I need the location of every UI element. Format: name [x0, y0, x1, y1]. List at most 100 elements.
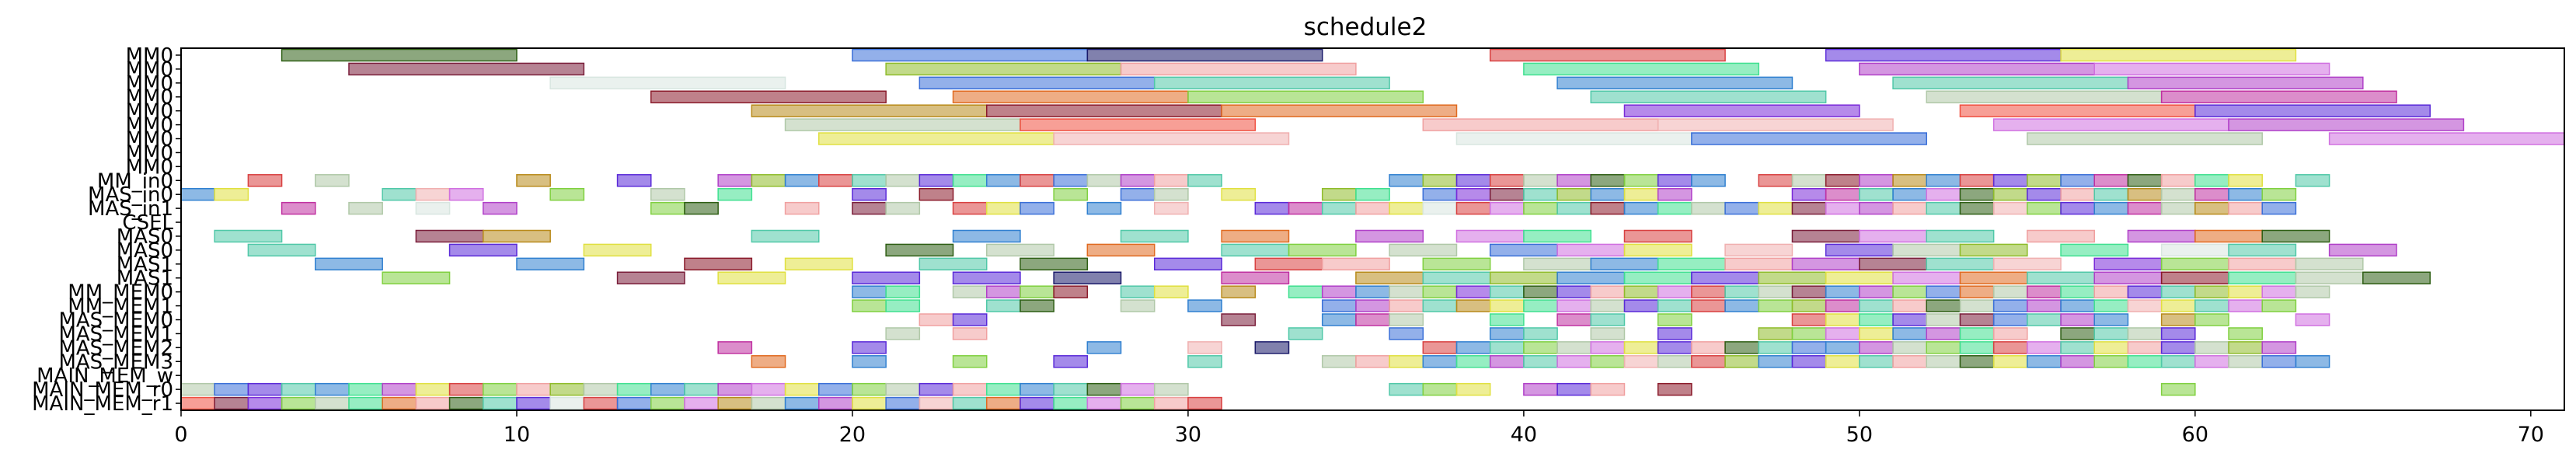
- task-bar: [2027, 285, 2062, 298]
- task-bar: [1590, 313, 1626, 326]
- task-bar: [1825, 313, 1860, 326]
- task-bar: [1455, 132, 1692, 145]
- task-bar: [1892, 76, 2129, 90]
- task-bar: [2027, 201, 2062, 215]
- task-bar: [1556, 76, 1793, 90]
- task-bar: [1657, 118, 1894, 131]
- task-bar: [1959, 299, 1995, 312]
- task-bar: [1153, 187, 1189, 201]
- task-bar: [2194, 355, 2229, 368]
- task-bar: [1825, 285, 1860, 298]
- task-bar: [549, 382, 585, 396]
- task-bar: [1187, 90, 1424, 103]
- task-bar: [2194, 229, 2263, 243]
- y-tick-label: MM0: [126, 72, 173, 96]
- task-bar: [650, 201, 685, 215]
- task-bar: [2228, 187, 2263, 201]
- task-bar: [1892, 355, 1928, 368]
- task-bar: [1892, 174, 1928, 187]
- task-bar: [1489, 174, 1525, 187]
- task-bar: [1053, 174, 1089, 187]
- task-bar: [1926, 187, 1961, 201]
- task-bar: [1523, 341, 1558, 354]
- task-bar: [1288, 327, 1323, 340]
- task-bar: [2328, 243, 2397, 257]
- task-bar: [1859, 355, 1894, 368]
- task-bar: [1691, 355, 1726, 368]
- task-bar: [2160, 90, 2397, 103]
- task-bar: [1120, 382, 1156, 396]
- task-bar: [1959, 341, 1995, 354]
- task-bar: [1053, 271, 1122, 284]
- task-bar: [1389, 285, 1424, 298]
- task-bar: [852, 187, 887, 201]
- task-bar: [2093, 62, 2330, 76]
- x-tick-label: 40: [1511, 423, 1537, 447]
- task-bar: [1523, 187, 1558, 201]
- task-bar: [2127, 76, 2364, 90]
- task-bar: [1926, 90, 2163, 103]
- task-bar: [919, 187, 954, 201]
- task-bar: [1791, 355, 1827, 368]
- task-bar: [1825, 341, 1860, 354]
- task-bar: [348, 62, 585, 76]
- task-bar: [2127, 201, 2163, 215]
- task-bar: [2160, 355, 2196, 368]
- task-bar: [214, 229, 283, 243]
- task-bar: [1086, 243, 1156, 257]
- task-bar: [1389, 382, 1424, 396]
- task-bar: [1221, 271, 1290, 284]
- task-bar: [684, 257, 753, 271]
- task-bar: [1556, 187, 1592, 201]
- task-bar: [616, 271, 685, 284]
- task-bar: [1254, 201, 1290, 215]
- x-tick-label: 0: [174, 423, 187, 447]
- task-bar: [2060, 201, 2095, 215]
- task-bar: [2160, 174, 2196, 187]
- task-bar: [382, 271, 451, 284]
- task-bar: [1455, 201, 1491, 215]
- task-bar: [1926, 313, 1961, 326]
- task-bar: [650, 187, 685, 201]
- task-bar: [2160, 341, 2196, 354]
- task-bar: [415, 201, 451, 215]
- task-bar: [1959, 187, 1995, 201]
- task-bar: [1791, 341, 1827, 354]
- task-bar: [1556, 201, 1592, 215]
- task-bar: [1959, 285, 1995, 298]
- task-bar: [281, 382, 316, 396]
- task-bar: [1758, 201, 1793, 215]
- task-bar: [1523, 327, 1558, 340]
- y-tick-label: MM0: [126, 58, 173, 82]
- y-tick-label: CSEL: [122, 211, 173, 235]
- task-bar: [1489, 201, 1525, 215]
- task-bar: [1724, 285, 1760, 298]
- task-bar: [784, 396, 820, 410]
- task-bar: [985, 396, 1021, 410]
- task-bar: [1254, 341, 1290, 354]
- task-bar: [315, 396, 350, 410]
- task-bar: [2093, 313, 2129, 326]
- task-bar: [2127, 341, 2163, 354]
- task-bar: [2160, 271, 2229, 284]
- task-bar: [2060, 327, 2095, 340]
- task-bar: [717, 174, 753, 187]
- task-bar: [1892, 313, 1928, 326]
- task-bar: [1523, 201, 1558, 215]
- task-bar: [2160, 285, 2196, 298]
- task-bar: [180, 382, 215, 396]
- task-bar: [2194, 187, 2229, 201]
- task-bar: [985, 285, 1021, 298]
- task-bar: [1556, 313, 1592, 326]
- task-bar: [717, 341, 753, 354]
- task-bar: [2093, 271, 2163, 284]
- task-bar: [1758, 271, 1827, 284]
- y-tick-label: MAIN_MEM_w: [37, 364, 173, 388]
- task-bar: [1959, 327, 1995, 340]
- task-bar: [1556, 299, 1592, 312]
- task-bar: [852, 382, 887, 396]
- task-bar: [1758, 299, 1793, 312]
- task-bar: [1523, 299, 1558, 312]
- task-bar: [1657, 327, 1692, 340]
- task-bar: [2295, 355, 2330, 368]
